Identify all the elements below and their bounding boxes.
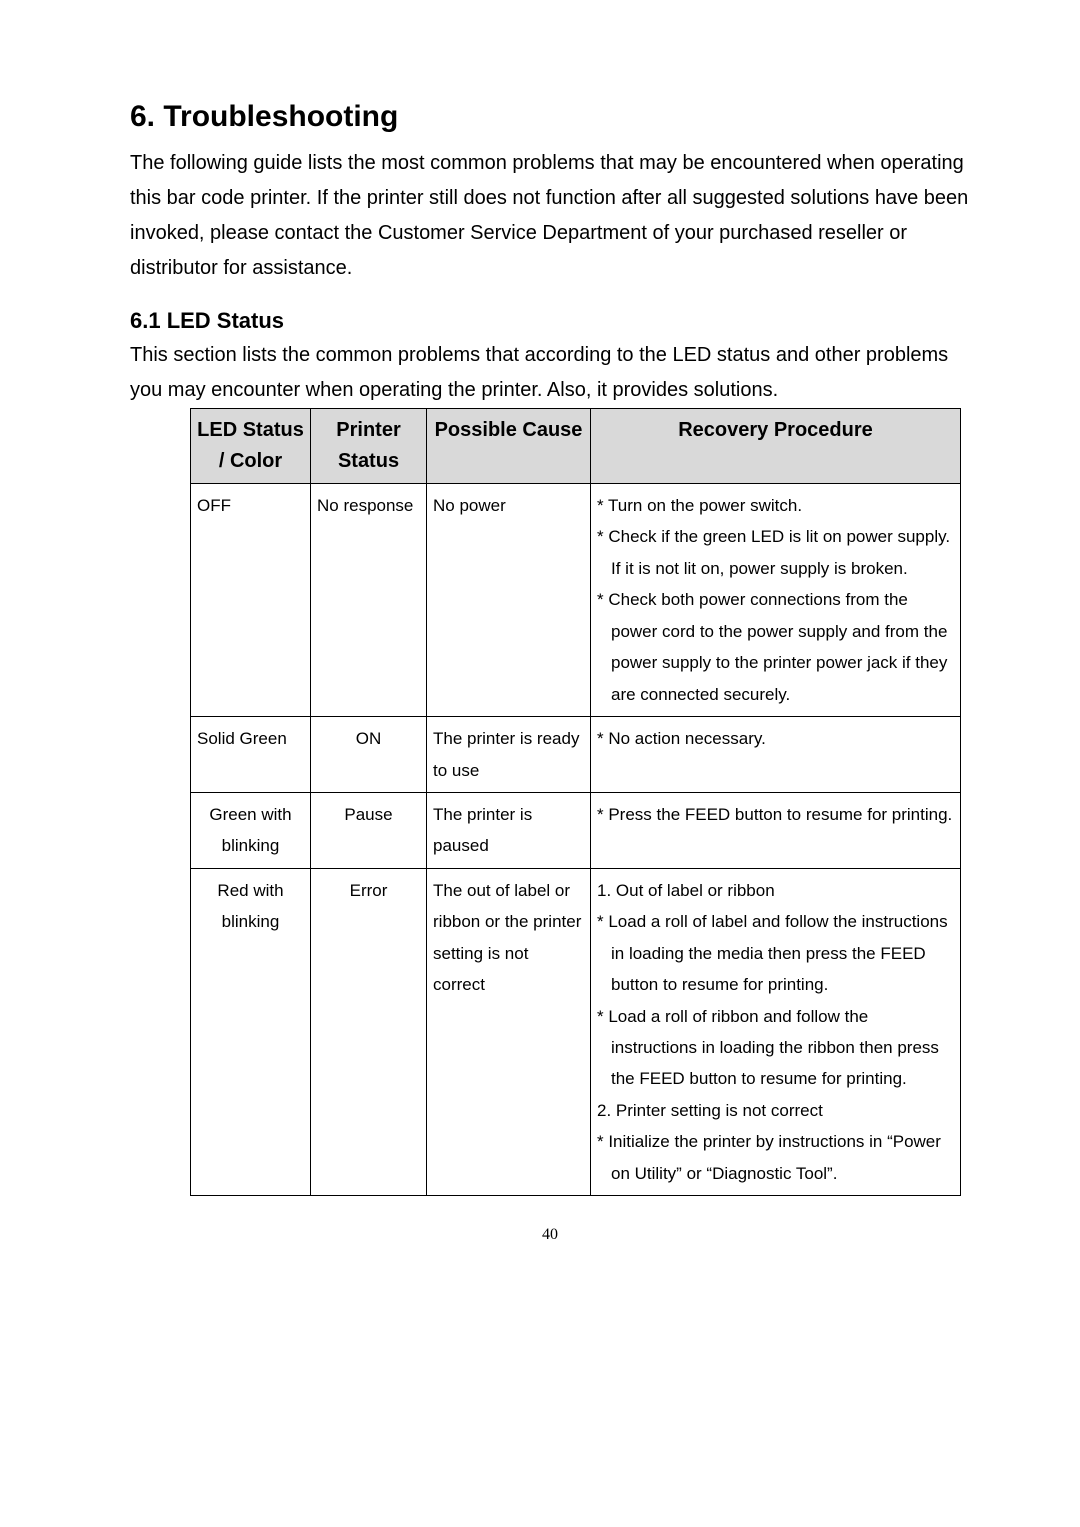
cell-recovery: * Press the FEED button to resume for pr… bbox=[591, 792, 961, 868]
table-row: Green with blinkingPauseThe printer is p… bbox=[191, 792, 961, 868]
cell-printer-status: ON bbox=[311, 717, 427, 793]
table-body: OFFNo responseNo power* Turn on the powe… bbox=[191, 484, 961, 1196]
cell-cause: The printer is paused bbox=[427, 792, 591, 868]
table-header-row: LED Status / Color Printer Status Possib… bbox=[191, 409, 961, 484]
col-header-recovery: Recovery Procedure bbox=[591, 409, 961, 484]
cell-printer-status: No response bbox=[311, 484, 427, 717]
cell-recovery: * No action necessary. bbox=[591, 717, 961, 793]
intro-paragraph: The following guide lists the most commo… bbox=[130, 146, 970, 286]
cell-led: Red with blinking bbox=[191, 868, 311, 1195]
cell-cause: No power bbox=[427, 484, 591, 717]
cell-recovery: 1. Out of label or ribbon* Load a roll o… bbox=[591, 868, 961, 1195]
cell-cause: The out of label or ribbon or the printe… bbox=[427, 868, 591, 1195]
cell-led: OFF bbox=[191, 484, 311, 717]
table-row: OFFNo responseNo power* Turn on the powe… bbox=[191, 484, 961, 717]
subsection-heading: 6.1 LED Status bbox=[130, 308, 970, 334]
page-number: 40 bbox=[130, 1226, 970, 1244]
cell-cause: The printer is ready to use bbox=[427, 717, 591, 793]
col-header-cause: Possible Cause bbox=[427, 409, 591, 484]
cell-recovery: * Turn on the power switch.* Check if th… bbox=[591, 484, 961, 717]
table-row: Red with blinkingErrorThe out of label o… bbox=[191, 868, 961, 1195]
cell-led: Solid Green bbox=[191, 717, 311, 793]
col-header-led: LED Status / Color bbox=[191, 409, 311, 484]
cell-led: Green with blinking bbox=[191, 792, 311, 868]
table-row: Solid GreenONThe printer is ready to use… bbox=[191, 717, 961, 793]
col-header-printer: Printer Status bbox=[311, 409, 427, 484]
led-status-table: LED Status / Color Printer Status Possib… bbox=[190, 408, 961, 1196]
cell-printer-status: Error bbox=[311, 868, 427, 1195]
section-heading: 6. Troubleshooting bbox=[130, 100, 970, 134]
cell-printer-status: Pause bbox=[311, 792, 427, 868]
subsection-intro: This section lists the common problems t… bbox=[130, 338, 970, 408]
